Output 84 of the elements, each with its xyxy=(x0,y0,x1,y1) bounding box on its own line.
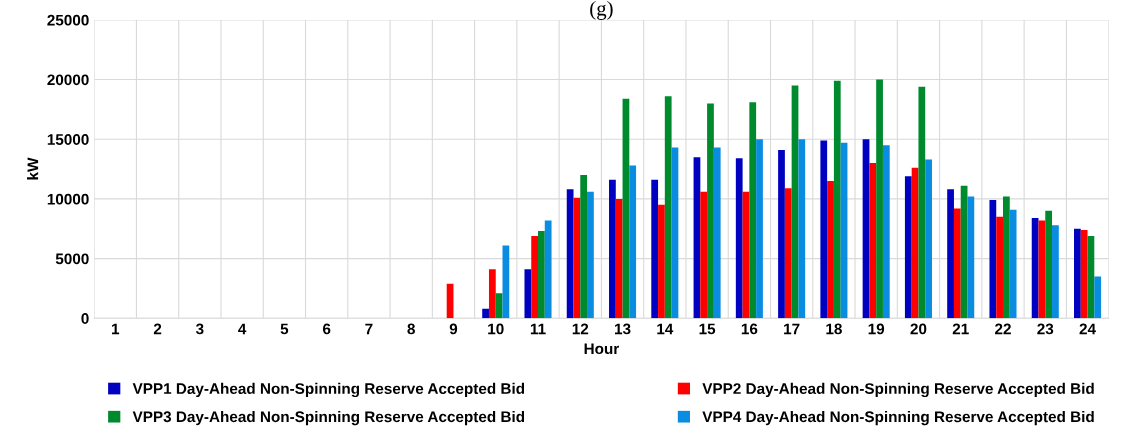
bar xyxy=(947,189,954,319)
bar xyxy=(735,158,743,319)
bar xyxy=(651,179,659,319)
bar xyxy=(925,159,932,319)
bar xyxy=(869,163,877,319)
bar xyxy=(989,200,997,319)
x-tick-label: 11 xyxy=(530,323,546,335)
legend-label: VPP2 Day-Ahead Non-Spinning Reserve Accepted Bid xyxy=(702,382,1094,398)
x-tick-label: 12 xyxy=(572,323,589,335)
x-tick-label: 23 xyxy=(1037,323,1054,335)
bar xyxy=(658,204,665,319)
bar xyxy=(615,198,623,319)
bar xyxy=(482,308,489,319)
x-tick-label: 18 xyxy=(826,323,842,335)
bar xyxy=(778,149,785,319)
bar xyxy=(531,235,539,319)
bar xyxy=(1009,209,1017,319)
bar xyxy=(967,196,975,319)
bar xyxy=(756,139,763,319)
x-tick-label: 3 xyxy=(195,323,204,335)
bar xyxy=(882,145,890,319)
bar xyxy=(749,102,757,319)
x-tick-label: 13 xyxy=(615,323,631,335)
x-tick-label: 2 xyxy=(153,323,162,335)
legend-label: VPP3 Day-Ahead Non-Spinning Reserve Accepted Bid xyxy=(132,410,525,426)
bar xyxy=(566,189,574,319)
x-tick-label: 15 xyxy=(699,323,716,335)
bar xyxy=(587,191,594,319)
bar xyxy=(1080,229,1088,319)
bar xyxy=(1045,210,1053,319)
x-tick-label: 10 xyxy=(488,323,504,335)
x-tick-label: 17 xyxy=(784,323,800,335)
x-tick-label: 8 xyxy=(407,323,415,335)
y-tick-label: 20000 xyxy=(47,74,89,86)
bar xyxy=(580,175,588,319)
legend-label: VPP1 Day-Ahead Non-Spinning Reserve Accepted Bid xyxy=(132,382,525,398)
bar xyxy=(953,208,961,319)
x-tick-label: 14 xyxy=(657,323,674,335)
bar xyxy=(700,191,708,319)
bar xyxy=(664,96,672,319)
bar xyxy=(904,176,912,319)
x-tick-label: 1 xyxy=(112,323,120,335)
bar xyxy=(827,181,834,319)
x-tick-label: 19 xyxy=(868,323,885,335)
bar xyxy=(544,220,552,319)
bar xyxy=(1002,196,1010,319)
bar xyxy=(820,140,828,319)
y-tick-label: 25000 xyxy=(47,14,89,26)
bar xyxy=(495,293,503,319)
x-tick-label: 7 xyxy=(365,323,373,335)
x-tick-label: 16 xyxy=(741,323,758,335)
bar xyxy=(833,80,841,319)
bar xyxy=(1094,276,1102,319)
bar xyxy=(538,231,545,319)
y-tick-label: 0 xyxy=(81,313,89,324)
bar xyxy=(1052,225,1059,319)
bar xyxy=(524,269,532,319)
x-tick-label: 9 xyxy=(449,323,458,335)
x-tick-label: 5 xyxy=(280,323,289,335)
x-tick-label: 4 xyxy=(238,323,247,335)
bar xyxy=(876,79,883,319)
bar xyxy=(609,179,616,319)
bar xyxy=(798,139,806,319)
y-tick-label: 15000 xyxy=(47,134,89,145)
x-tick-label: 24 xyxy=(1079,323,1096,335)
bar xyxy=(1038,220,1046,319)
chart-title: (g) xyxy=(590,0,613,20)
x-tick-label: 6 xyxy=(322,323,331,335)
legend-label: VPP4 Day-Ahead Non-Spinning Reserve Accepted Bid xyxy=(702,410,1094,426)
bar xyxy=(784,188,792,319)
x-tick-label: 20 xyxy=(910,323,927,335)
bar xyxy=(629,165,637,319)
y-tick-label: 5000 xyxy=(55,253,89,265)
x-tick-label: 22 xyxy=(995,323,1011,335)
x-tick-label: 21 xyxy=(952,323,969,335)
x-axis-title: Hour xyxy=(584,343,620,355)
y-tick-label: 10000 xyxy=(47,193,89,205)
bar xyxy=(918,86,926,319)
bar xyxy=(996,216,1003,319)
bar xyxy=(707,103,714,319)
y-axis-title: kW xyxy=(27,157,39,180)
bar xyxy=(488,269,496,319)
bar xyxy=(1074,228,1081,319)
bar xyxy=(713,147,721,319)
